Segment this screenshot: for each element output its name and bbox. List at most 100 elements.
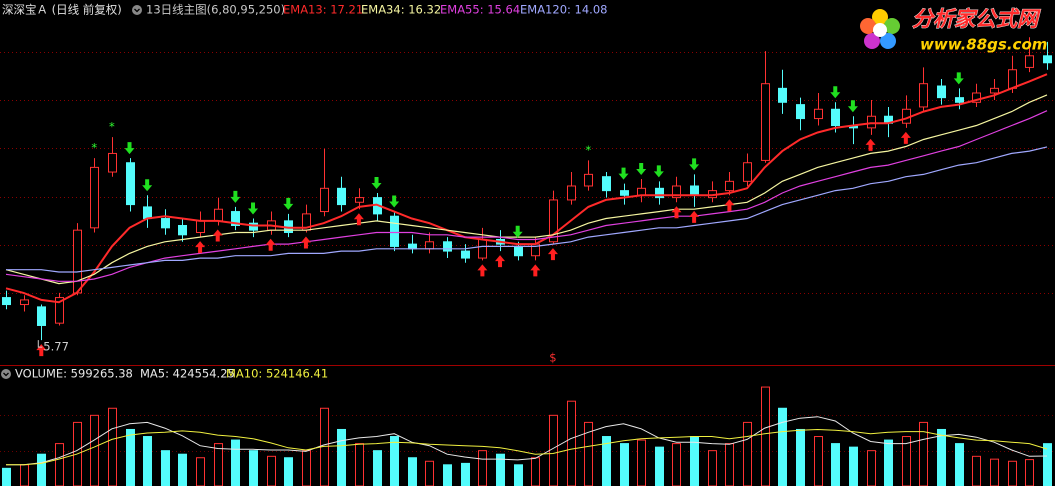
- sell-arrow: [512, 225, 523, 238]
- sell-arrow: [230, 190, 241, 203]
- candle-body: [214, 208, 223, 222]
- volume-bar: [425, 460, 434, 486]
- volume-bar: [549, 414, 558, 486]
- candle-body: [55, 297, 64, 324]
- dropdown-icon[interactable]: [132, 5, 142, 15]
- candle-body: [584, 173, 593, 187]
- volume-bar: [972, 455, 981, 486]
- sell-arrow: [371, 176, 382, 189]
- sell-arrow: [142, 179, 153, 192]
- candle-body: [37, 306, 46, 326]
- plot-area: [2, 37, 1052, 486]
- candle-body: [814, 108, 823, 120]
- star-signal: *: [585, 143, 591, 157]
- candle-body: [743, 162, 752, 182]
- candle-body: [990, 87, 999, 94]
- candle-body: [443, 241, 452, 252]
- legend-entry: EMA120: 14.08: [520, 3, 607, 17]
- volume-bar: [390, 436, 399, 486]
- ema-line: [5, 110, 1048, 282]
- candle-body: [337, 187, 346, 206]
- ema-line: [5, 73, 1048, 304]
- candle-body: [672, 185, 681, 199]
- volume-bar: [37, 453, 46, 486]
- volume-bar: [55, 443, 64, 486]
- volume-bar: [373, 450, 382, 486]
- legend-entry: EMA34: 16.32: [361, 3, 441, 17]
- candle-body: [108, 152, 117, 173]
- candle-body: [73, 229, 82, 294]
- candle-body: [1043, 55, 1052, 64]
- sell-arrow: [618, 167, 629, 180]
- buy-arrow: [865, 138, 876, 151]
- buy-arrow: [724, 199, 735, 212]
- legend-entry: EMA13: 17.21: [283, 3, 363, 17]
- volume-label: VOLUME: 599265.38: [15, 367, 133, 381]
- volume-bar: [690, 436, 699, 486]
- candle-body: [126, 162, 135, 206]
- candle-body: [1008, 69, 1017, 89]
- candle-body: [937, 85, 946, 99]
- candle-body: [655, 187, 664, 199]
- grid: [0, 52, 1055, 452]
- buy-arrow: [671, 206, 682, 219]
- volume-bar: [178, 453, 187, 486]
- buy-arrow: [495, 255, 506, 268]
- sell-arrow: [847, 100, 858, 113]
- volume-bar: [620, 443, 629, 486]
- volume-bar: [1008, 460, 1017, 486]
- volume-bar: [567, 400, 576, 486]
- volume-bar: [796, 428, 805, 486]
- buy-arrow: [900, 131, 911, 144]
- candle-body: [1025, 55, 1034, 68]
- volume-bar: [355, 443, 364, 486]
- volume-bar: [990, 458, 999, 486]
- candle-body: [2, 297, 11, 306]
- sell-arrow: [283, 197, 294, 210]
- volume-ma-line: [6, 428, 1048, 466]
- buy-arrow: [300, 236, 311, 249]
- low-pointer: [37, 340, 43, 348]
- volume-bar: [249, 450, 258, 486]
- logo-name: 分析家公式网: [912, 7, 1041, 31]
- volume-bar: [443, 464, 452, 486]
- volume-bar: [302, 450, 311, 486]
- volume-bar: [1025, 459, 1034, 486]
- buy-arrow: [265, 238, 276, 251]
- volume-bar: [90, 414, 99, 486]
- volume-bar: [108, 407, 117, 486]
- buy-arrow: [547, 248, 558, 261]
- indicator-name: 13日线主图(6,80,95,250): [146, 3, 285, 17]
- volume-bar: [725, 443, 734, 486]
- volume-bar: [2, 467, 11, 486]
- candle-body: [196, 220, 205, 233]
- candle-body: [620, 190, 629, 196]
- candle-body: [143, 206, 152, 220]
- sell-arrow: [689, 158, 700, 171]
- volume-bar: [267, 455, 276, 486]
- volume-ma-line: [6, 416, 1048, 466]
- buy-arrow: [689, 210, 700, 223]
- signal-layer: * * * 5.77 $: [36, 72, 964, 365]
- buy-arrow: [477, 264, 488, 277]
- candle-body: [161, 218, 170, 229]
- volume-bar: [937, 428, 946, 486]
- volume-bar: [849, 446, 858, 486]
- star-signal: *: [91, 141, 97, 155]
- volume-bar: [214, 443, 223, 486]
- candle-body: [831, 108, 840, 127]
- volume-bar: [496, 453, 505, 486]
- volume-bar: [778, 407, 787, 486]
- dropdown-chevron: [3, 372, 9, 377]
- candle-body: [178, 225, 187, 236]
- volume-bar: [514, 464, 523, 486]
- candle-body: [796, 104, 805, 120]
- dropdown-chevron: [134, 8, 140, 13]
- volume-bar: [814, 436, 823, 486]
- sell-arrow: [248, 202, 259, 215]
- legend-entry: EMA55: 15.64: [440, 3, 520, 17]
- candle-body: [408, 243, 417, 250]
- dropdown-icon[interactable]: [1, 369, 11, 379]
